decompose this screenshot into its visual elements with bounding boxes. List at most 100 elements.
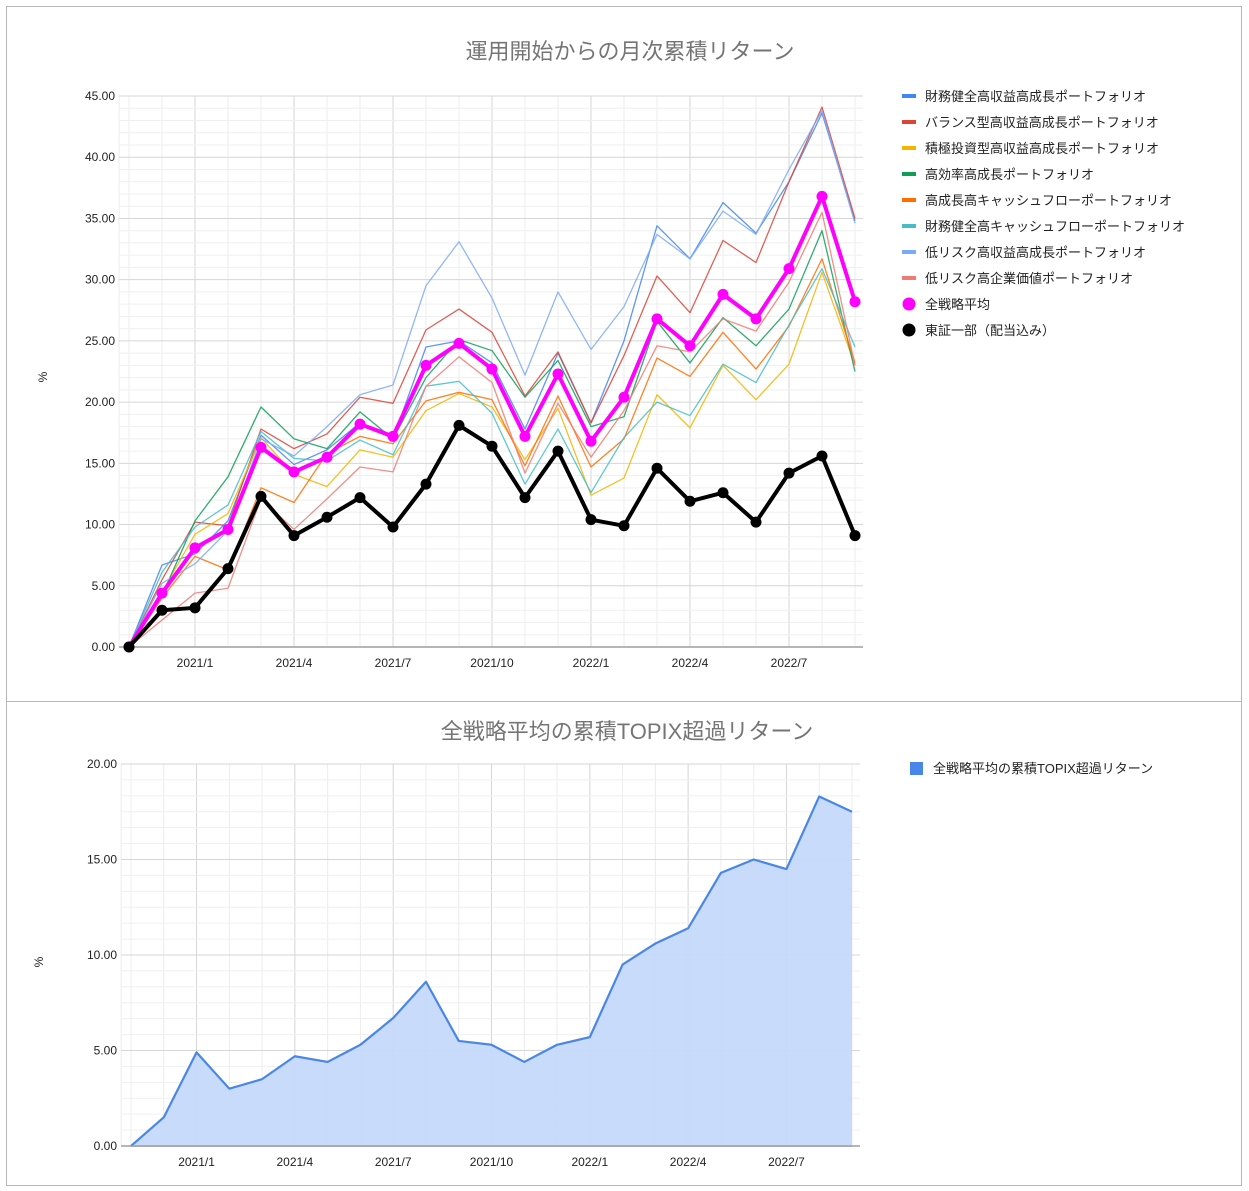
legend[interactable]: 全戦略平均の累積TOPIX超過リターン bbox=[910, 761, 1153, 776]
data-point[interactable] bbox=[783, 467, 795, 479]
x-tick-label: 2021/4 bbox=[276, 656, 313, 670]
legend-label: 財務健全高キャッシュフローポートフォリオ bbox=[925, 219, 1185, 234]
data-point[interactable] bbox=[189, 602, 201, 614]
data-point[interactable] bbox=[618, 520, 630, 532]
y-tick-label: 10.00 bbox=[85, 518, 115, 532]
x-tick-label: 2021/4 bbox=[277, 1155, 314, 1169]
x-tick-label: 2021/10 bbox=[470, 656, 514, 670]
y-tick-label: 0.00 bbox=[92, 640, 116, 654]
legend-line-icon bbox=[902, 250, 916, 254]
x-axis-ticks: 2021/1 2021/4 2021/7 2021/10 2022/1 2022/4 202… bbox=[178, 1155, 805, 1169]
legend-line-icon bbox=[902, 198, 916, 202]
legend-item[interactable]: 高成長高キャッシュフローポートフォリオ bbox=[902, 193, 1172, 208]
legend-label: 高効率高成長ポートフォリオ bbox=[925, 167, 1094, 182]
legend-item[interactable]: 低リスク高企業価値ポートフォリオ bbox=[902, 271, 1133, 286]
data-point[interactable] bbox=[816, 190, 828, 202]
legend-label: 低リスク高収益高成長ポートフォリオ bbox=[925, 245, 1146, 260]
line-chart-cumulative-returns: 運用開始からの月次累積リターン 0.00 5.00 10.00 15.00 20.00 2… bbox=[36, 39, 1185, 670]
data-point[interactable] bbox=[222, 563, 234, 575]
data-point[interactable] bbox=[519, 492, 531, 504]
data-point[interactable] bbox=[486, 363, 498, 375]
data-point[interactable] bbox=[816, 450, 828, 462]
data-point[interactable] bbox=[387, 430, 399, 442]
legend-label: 積極投資型高収益高成長ポートフォリオ bbox=[925, 141, 1159, 156]
data-point[interactable] bbox=[684, 340, 696, 352]
data-point[interactable] bbox=[156, 604, 168, 616]
y-tick-label: 35.00 bbox=[85, 211, 115, 225]
legend-item[interactable]: 全戦略平均 bbox=[902, 297, 991, 312]
y-tick-label: 5.00 bbox=[94, 1044, 118, 1058]
legend-square-icon bbox=[910, 762, 923, 775]
data-point[interactable] bbox=[453, 419, 465, 431]
legend-line-icon bbox=[902, 224, 916, 228]
gridlines bbox=[118, 95, 863, 648]
series-4 bbox=[128, 258, 856, 648]
y-tick-label: 10.00 bbox=[87, 948, 117, 962]
legend-line-icon bbox=[902, 94, 916, 98]
series-8 bbox=[123, 190, 861, 653]
legend-circle-icon bbox=[902, 297, 916, 311]
y-tick-label: 20.00 bbox=[85, 395, 115, 409]
data-point[interactable] bbox=[189, 542, 201, 554]
data-point[interactable] bbox=[585, 514, 597, 526]
legend-item[interactable]: 財務健全高キャッシュフローポートフォリオ bbox=[902, 219, 1185, 234]
chart-panel-cumulative-returns: 運用開始からの月次累積リターン 0.00 5.00 10.00 15.00 20.00 2… bbox=[6, 6, 1242, 702]
data-point[interactable] bbox=[750, 516, 762, 528]
y-tick-label: 30.00 bbox=[85, 273, 115, 287]
y-tick-label: 45.00 bbox=[85, 89, 115, 103]
data-point[interactable] bbox=[750, 313, 762, 325]
data-point[interactable] bbox=[288, 466, 300, 478]
series-1 bbox=[128, 106, 856, 648]
data-point[interactable] bbox=[651, 462, 663, 474]
legend-label: 高成長高キャッシュフローポートフォリオ bbox=[925, 193, 1172, 208]
data-point[interactable] bbox=[519, 430, 531, 442]
area-series bbox=[130, 795, 853, 1147]
data-point[interactable] bbox=[552, 445, 564, 457]
legend-item[interactable]: バランス型高収益高成長ポートフォリオ bbox=[902, 115, 1159, 130]
data-point[interactable] bbox=[849, 530, 861, 542]
data-point[interactable] bbox=[354, 418, 366, 430]
legend-label: バランス型高収益高成長ポートフォリオ bbox=[925, 115, 1159, 130]
data-point[interactable] bbox=[222, 523, 234, 535]
data-point[interactable] bbox=[321, 451, 333, 463]
legend-item[interactable]: 東証一部（配当込み） bbox=[902, 323, 1056, 338]
data-point[interactable] bbox=[486, 440, 498, 452]
data-point[interactable] bbox=[684, 495, 696, 507]
data-point[interactable] bbox=[783, 263, 795, 275]
data-point[interactable] bbox=[420, 478, 432, 490]
chart-panel-excess-returns: 全戦略平均の累積TOPIX超過リターン 0.00 5.00 10.00 15.00 20… bbox=[6, 701, 1242, 1186]
y-tick-label: 15.00 bbox=[85, 456, 115, 470]
data-point[interactable] bbox=[321, 511, 333, 523]
x-tick-label: 2021/7 bbox=[375, 656, 412, 670]
legend-item[interactable]: 全戦略平均の累積TOPIX超過リターン bbox=[910, 761, 1153, 776]
x-tick-label: 2022/4 bbox=[672, 656, 709, 670]
data-point[interactable] bbox=[717, 487, 729, 499]
data-point[interactable] bbox=[717, 288, 729, 300]
data-point[interactable] bbox=[387, 521, 399, 533]
data-point[interactable] bbox=[123, 641, 135, 653]
x-tick-label: 2021/10 bbox=[470, 1155, 514, 1169]
data-point[interactable] bbox=[255, 490, 267, 502]
data-point[interactable] bbox=[288, 530, 300, 542]
data-point[interactable] bbox=[453, 337, 465, 349]
legend-item[interactable]: 高効率高成長ポートフォリオ bbox=[902, 167, 1094, 182]
data-point[interactable] bbox=[651, 313, 663, 325]
data-point[interactable] bbox=[255, 441, 267, 453]
legend-item[interactable]: 積極投資型高収益高成長ポートフォリオ bbox=[902, 141, 1159, 156]
data-point[interactable] bbox=[552, 368, 564, 380]
legend-item[interactable]: 低リスク高収益高成長ポートフォリオ bbox=[902, 245, 1146, 260]
y-axis-ticks: 0.00 5.00 10.00 15.00 20.00 25.00 30.00 35.00 40… bbox=[85, 89, 115, 654]
data-point[interactable] bbox=[156, 587, 168, 599]
legend-item[interactable]: 財務健全高収益高成長ポートフォリオ bbox=[902, 89, 1146, 104]
data-point[interactable] bbox=[585, 435, 597, 447]
series-lines bbox=[123, 106, 861, 653]
x-tick-label: 2022/1 bbox=[573, 656, 610, 670]
data-point[interactable] bbox=[420, 359, 432, 371]
data-point[interactable] bbox=[354, 492, 366, 504]
x-tick-label: 2022/1 bbox=[571, 1155, 608, 1169]
legend-label: 全戦略平均の累積TOPIX超過リターン bbox=[933, 761, 1153, 776]
data-point[interactable] bbox=[849, 296, 861, 308]
data-point[interactable] bbox=[618, 391, 630, 403]
y-axis-label: % bbox=[36, 371, 50, 382]
legend[interactable]: 財務健全高収益高成長ポートフォリオバランス型高収益高成長ポートフォリオ積極投資型… bbox=[902, 89, 1185, 338]
